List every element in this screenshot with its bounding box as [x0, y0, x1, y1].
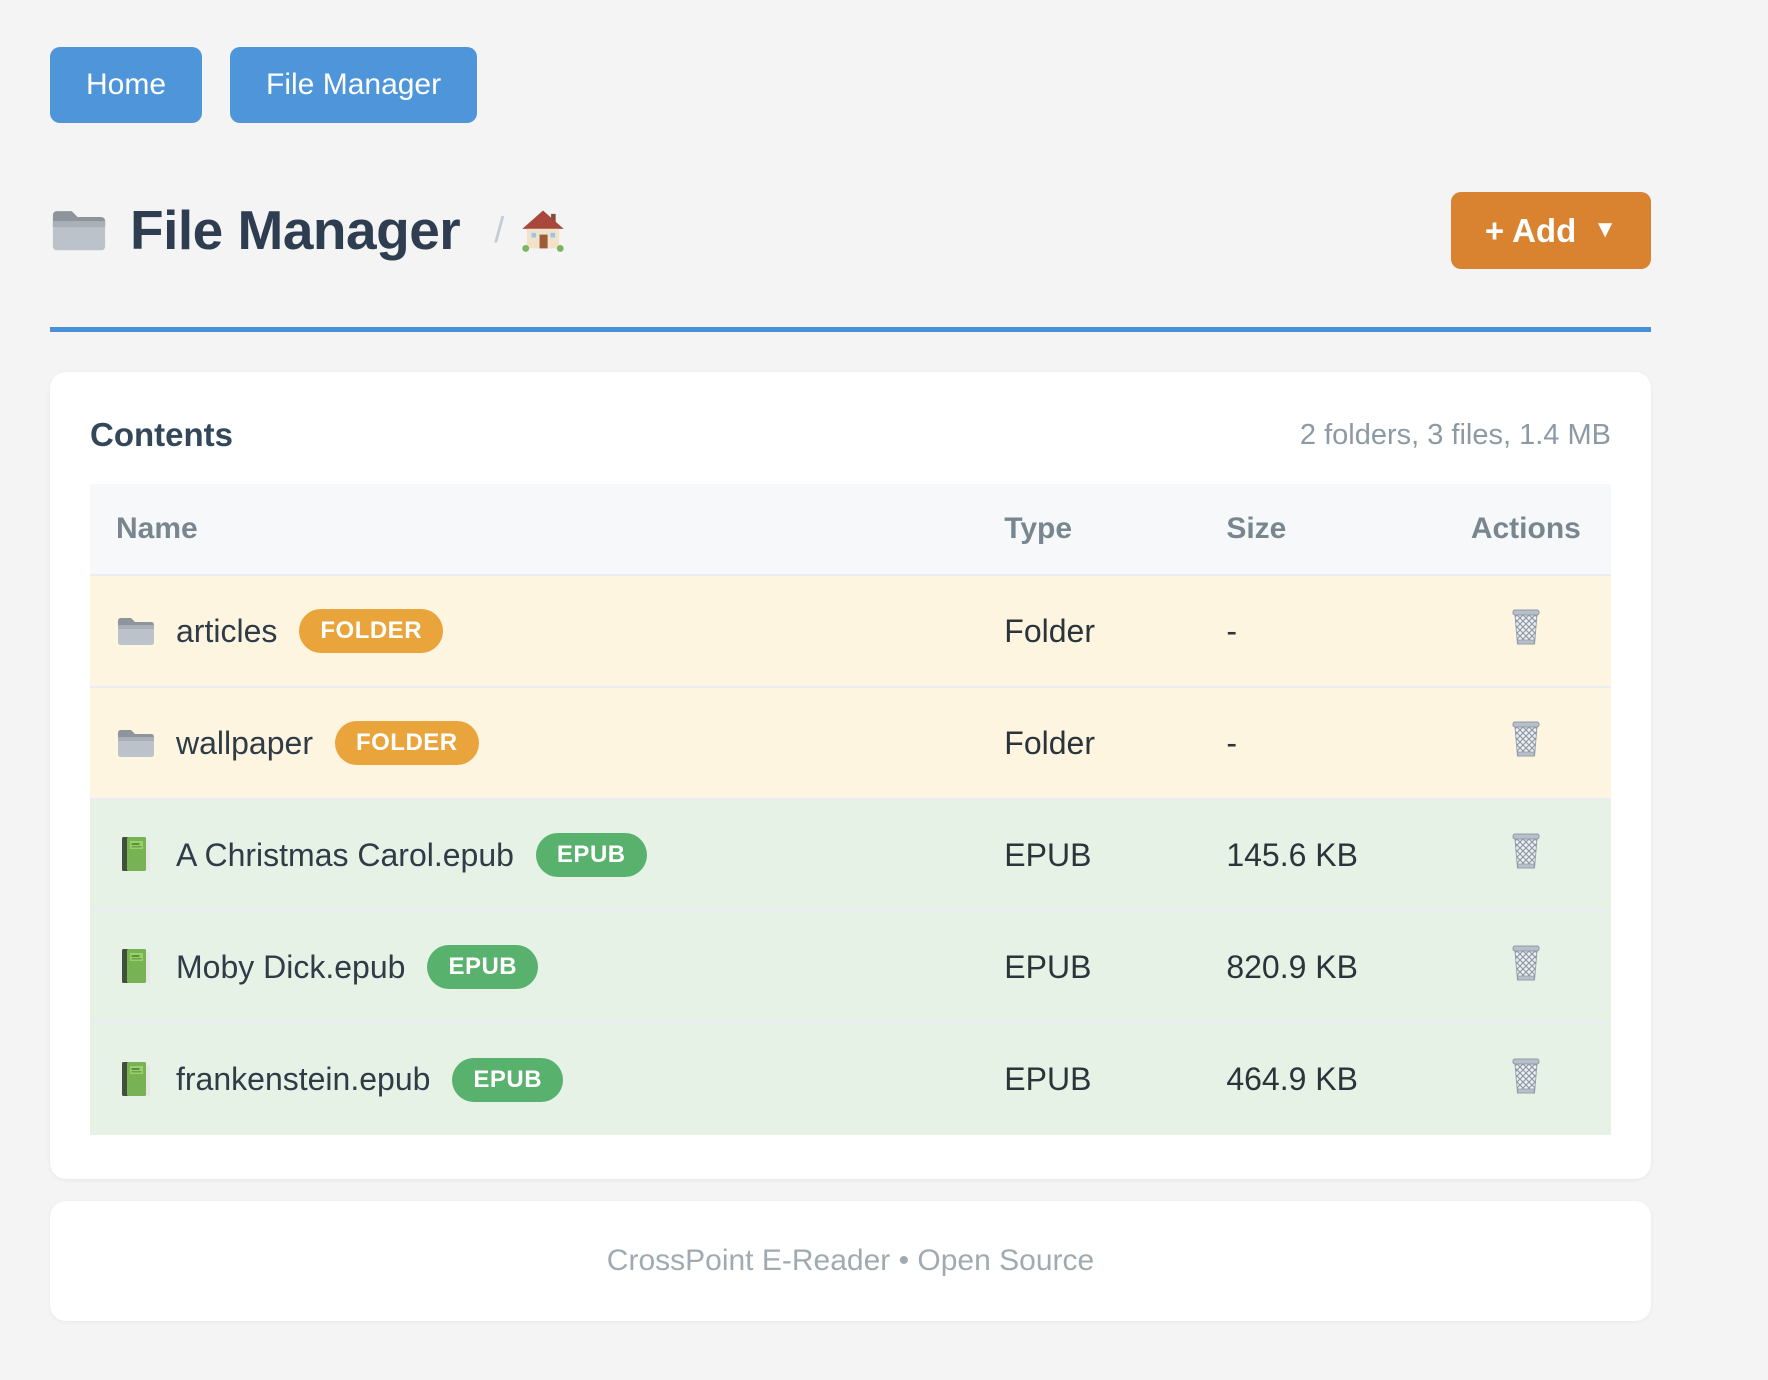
delete-button[interactable] — [1508, 606, 1544, 651]
file-type: EPUB — [1004, 836, 1092, 873]
file-type-badge: EPUB — [535, 833, 647, 877]
delete-button[interactable] — [1508, 942, 1544, 987]
file-type: EPUB — [1004, 1061, 1092, 1097]
divider — [50, 327, 1651, 332]
folder-icon — [116, 611, 156, 651]
table-row[interactable]: wallpaper FOLDER Folder - — [90, 687, 1611, 799]
table-header-row: Name Type Size Actions — [90, 484, 1611, 575]
contents-card: Contents 2 folders, 3 files, 1.4 MB Name… — [50, 372, 1651, 1179]
delete-button[interactable] — [1508, 718, 1544, 763]
table-row[interactable]: frankenstein.epub EPUB EPUB 464.9 KB — [90, 1023, 1611, 1135]
footer: CrossPoint E-Reader • Open Source — [50, 1201, 1651, 1321]
column-header-actions: Actions — [1440, 484, 1611, 575]
delete-button[interactable] — [1508, 830, 1544, 875]
file-name: frankenstein.epub — [176, 1061, 431, 1097]
trash-icon — [1508, 718, 1544, 760]
breadcrumb-separator: / — [494, 209, 505, 250]
file-size: 145.6 KB — [1226, 836, 1358, 873]
trash-icon — [1508, 606, 1544, 648]
folder-icon — [50, 205, 108, 255]
file-manager-button[interactable]: File Manager — [230, 47, 478, 123]
trash-icon — [1508, 830, 1544, 872]
contents-table-body: articles FOLDER Folder - — [90, 575, 1611, 1135]
home-button[interactable]: Home — [50, 47, 203, 123]
page-title: File Manager — [130, 199, 461, 261]
file-size: - — [1226, 612, 1237, 649]
column-header-name: Name — [90, 484, 979, 575]
file-type: Folder — [1004, 612, 1095, 649]
folder-icon — [116, 723, 156, 763]
green-book-icon — [116, 1060, 156, 1100]
caret-down-icon: ▼ — [1593, 216, 1617, 243]
green-book-icon — [116, 835, 156, 875]
delete-button[interactable] — [1508, 1055, 1544, 1100]
green-book-icon — [116, 947, 156, 987]
contents-heading: Contents — [90, 416, 233, 453]
table-row[interactable]: articles FOLDER Folder - — [90, 575, 1611, 687]
file-type: EPUB — [1004, 948, 1092, 985]
file-type-badge: FOLDER — [334, 721, 479, 765]
trash-icon — [1508, 942, 1544, 984]
home-icon[interactable] — [520, 207, 566, 253]
file-size: - — [1226, 724, 1237, 761]
file-name: Moby Dick.epub — [176, 948, 406, 985]
top-nav: Home File Manager — [50, 47, 1651, 123]
file-size: 464.9 KB — [1226, 1061, 1358, 1097]
add-button[interactable]: + Add ▼ — [1450, 191, 1651, 269]
page-header: File Manager / + Add ▼ — [50, 191, 1651, 269]
table-row[interactable]: Moby Dick.epub EPUB EPUB 820.9 KB — [90, 911, 1611, 1023]
add-button-label: + Add — [1484, 211, 1577, 249]
file-name: A Christmas Carol.epub — [176, 836, 514, 873]
contents-table: Name Type Size Actions — [90, 484, 1611, 1135]
contents-summary: 2 folders, 3 files, 1.4 MB — [1299, 418, 1611, 451]
file-name: articles — [176, 612, 278, 649]
trash-icon — [1508, 1055, 1544, 1097]
column-header-size: Size — [1200, 484, 1441, 575]
file-name: wallpaper — [176, 724, 313, 761]
file-type-badge: FOLDER — [299, 609, 444, 653]
page: Home File Manager File Manager / — [50, 0, 1651, 1321]
file-type-badge: EPUB — [452, 1057, 564, 1102]
table-row[interactable]: A Christmas Carol.epub EPUB EPUB 145.6 K… — [90, 799, 1611, 911]
footer-text: CrossPoint E-Reader • Open Source — [606, 1244, 1095, 1277]
file-type: Folder — [1004, 724, 1095, 761]
file-type-badge: EPUB — [427, 945, 539, 989]
column-header-type: Type — [978, 484, 1201, 575]
file-size: 820.9 KB — [1226, 948, 1358, 985]
